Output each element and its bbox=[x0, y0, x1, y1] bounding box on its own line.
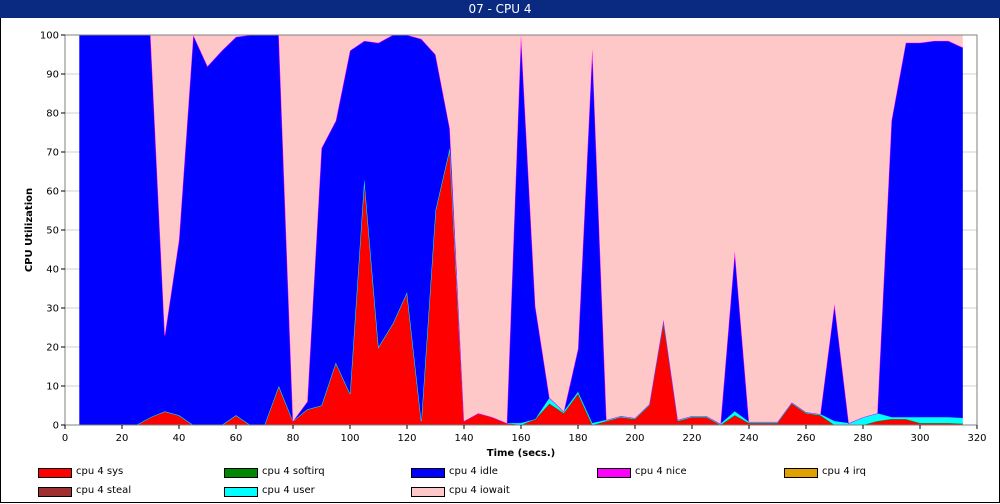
x-tick-label: 140 bbox=[454, 433, 473, 444]
legend-label: cpu 4 sys bbox=[76, 466, 124, 477]
x-tick-label: 280 bbox=[853, 433, 872, 444]
window-title: 07 - CPU 4 bbox=[0, 0, 1000, 18]
y-tick-label: 0 bbox=[53, 421, 59, 432]
x-tick-label: 300 bbox=[910, 433, 929, 444]
legend-label: cpu 4 steal bbox=[76, 485, 132, 496]
legend-label: cpu 4 idle bbox=[449, 466, 498, 477]
x-tick-label: 240 bbox=[739, 433, 758, 444]
area-cpu-4-idle bbox=[79, 35, 963, 425]
y-axis-label: CPU Utilization bbox=[24, 188, 35, 272]
legend-label: cpu 4 softirq bbox=[262, 466, 325, 477]
cpu-utilization-chart: 0 20 40 60 80 100 120 140 160 180 200 220 240 260 280 3… bbox=[24, 31, 987, 460]
legend-swatch bbox=[38, 468, 72, 478]
x-tick-label: 0 bbox=[62, 433, 68, 444]
legend-label: cpu 4 nice bbox=[635, 466, 687, 477]
x-tick-label: 40 bbox=[173, 433, 186, 444]
chart-legend: cpu 4 sys cpu 4 softirq cpu 4 idle cpu 4 ni… bbox=[0, 462, 1000, 502]
legend-swatch bbox=[597, 468, 631, 478]
x-tick-label: 260 bbox=[796, 433, 815, 444]
x-tick-label: 200 bbox=[625, 433, 644, 444]
y-tick-label: 90 bbox=[46, 70, 59, 81]
legend-swatch bbox=[784, 468, 818, 478]
legend-swatch bbox=[224, 487, 258, 497]
y-tick-label: 100 bbox=[40, 31, 59, 42]
legend-label: cpu 4 user bbox=[262, 485, 315, 496]
y-tick-label: 80 bbox=[46, 109, 59, 120]
legend-label: cpu 4 irq bbox=[822, 466, 866, 477]
legend-swatch bbox=[224, 468, 258, 478]
x-tick-label: 60 bbox=[230, 433, 243, 444]
y-tick-label: 30 bbox=[46, 304, 59, 315]
y-tick-label: 40 bbox=[46, 265, 59, 276]
x-tick-label: 20 bbox=[116, 433, 129, 444]
y-tick-label: 60 bbox=[46, 187, 59, 198]
legend-swatch bbox=[38, 487, 72, 497]
x-axis-label: Time (secs.) bbox=[487, 448, 556, 459]
x-tick-label: 120 bbox=[397, 433, 416, 444]
area-cpu-4-iowait bbox=[79, 35, 963, 424]
y-tick-label: 20 bbox=[46, 343, 59, 354]
legend-swatch bbox=[411, 487, 445, 497]
legend-label: cpu 4 iowait bbox=[449, 485, 510, 496]
x-tick-label: 180 bbox=[568, 433, 587, 444]
x-tick-label: 100 bbox=[340, 433, 359, 444]
y-tick-label: 10 bbox=[46, 382, 59, 393]
x-tick-label: 220 bbox=[682, 433, 701, 444]
legend-swatch bbox=[411, 468, 445, 478]
x-tick-label: 320 bbox=[967, 433, 986, 444]
x-tick-label: 80 bbox=[287, 433, 300, 444]
x-tick-label: 160 bbox=[511, 433, 530, 444]
y-tick-label: 70 bbox=[46, 148, 59, 159]
y-tick-label: 50 bbox=[46, 226, 59, 237]
